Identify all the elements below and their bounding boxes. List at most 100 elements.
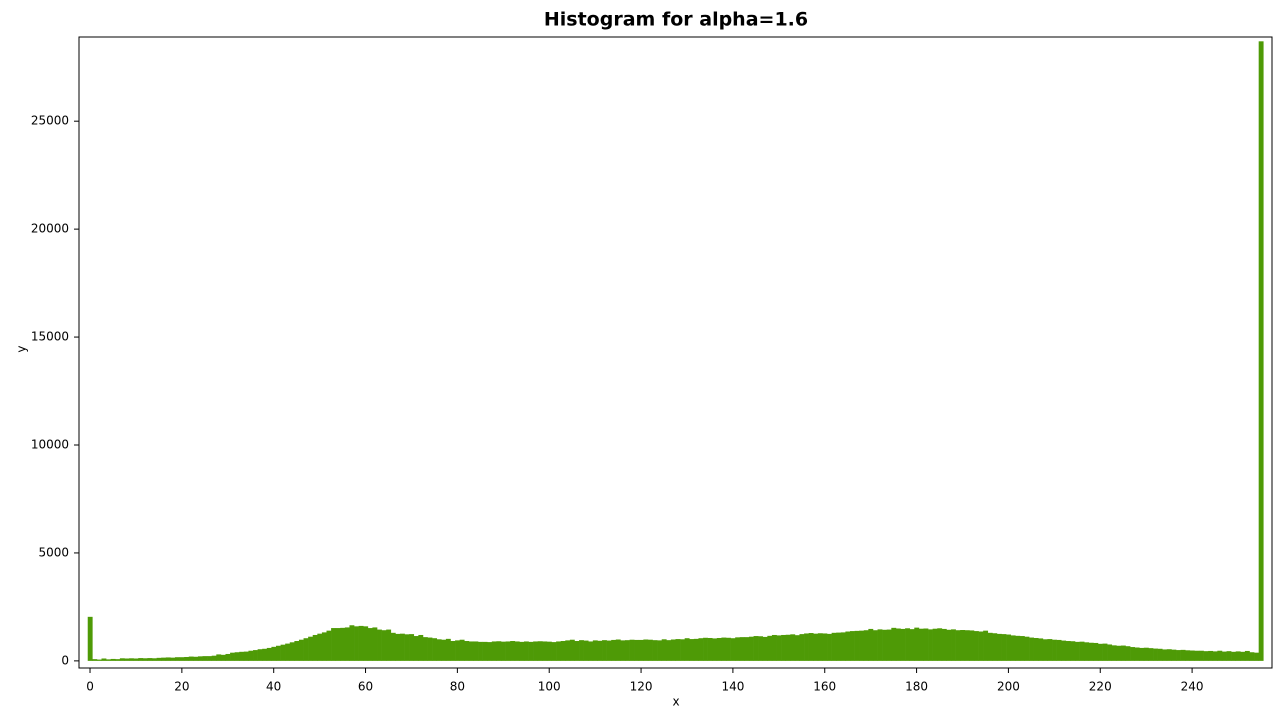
bar	[1097, 643, 1103, 661]
bar	[758, 636, 764, 661]
bar	[1231, 651, 1237, 661]
bar	[964, 630, 970, 661]
bar	[115, 659, 121, 661]
bar	[588, 641, 594, 661]
bar	[992, 633, 998, 661]
bar	[289, 642, 295, 661]
bar	[1033, 637, 1039, 661]
bar	[615, 639, 621, 661]
bar	[776, 635, 782, 661]
bar	[501, 641, 506, 661]
bar	[1116, 645, 1122, 661]
x-axis-label: x	[672, 695, 679, 709]
bar	[1198, 650, 1204, 661]
bar	[473, 641, 479, 661]
bar	[1254, 652, 1259, 661]
bar	[693, 638, 699, 661]
bar	[285, 643, 291, 661]
bar	[418, 634, 424, 661]
bar	[216, 654, 222, 661]
bar	[1258, 41, 1264, 661]
bar	[941, 628, 947, 661]
bar	[1244, 650, 1250, 661]
bar	[119, 658, 125, 661]
x-tick-label: 160	[813, 680, 836, 694]
bar	[670, 639, 676, 661]
bar	[739, 637, 745, 661]
bar	[928, 629, 933, 661]
bar	[266, 647, 272, 661]
bar	[666, 640, 672, 661]
bar	[781, 634, 787, 661]
bar	[767, 635, 773, 661]
bar	[808, 633, 814, 661]
bar	[147, 658, 153, 661]
bar	[657, 640, 663, 661]
x-tick-label: 140	[721, 680, 744, 694]
bar	[188, 656, 194, 661]
bar	[390, 632, 396, 661]
bar	[620, 640, 626, 661]
bar	[129, 658, 134, 661]
bar	[735, 637, 741, 661]
bar	[753, 636, 759, 661]
x-tick-label: 40	[266, 680, 281, 694]
bar	[744, 637, 750, 661]
bar	[1162, 649, 1168, 661]
bar	[395, 633, 401, 661]
bar	[762, 636, 768, 661]
x-tick-label: 60	[358, 680, 373, 694]
bar	[1061, 640, 1067, 661]
bar	[900, 628, 906, 661]
bar	[1075, 641, 1080, 661]
bar	[629, 639, 635, 661]
bar	[854, 630, 860, 661]
bar	[335, 628, 341, 661]
bar	[597, 640, 603, 661]
bar	[523, 641, 529, 661]
bar	[624, 640, 630, 661]
bar	[225, 653, 231, 661]
bar	[1052, 639, 1057, 661]
y-tick-label: 10000	[31, 438, 69, 452]
bar	[409, 634, 415, 661]
bar	[831, 632, 837, 661]
bar	[914, 627, 920, 661]
bar	[377, 629, 382, 661]
bar	[579, 640, 584, 661]
bar	[1093, 642, 1099, 661]
bar	[349, 625, 355, 661]
bar	[1235, 651, 1241, 661]
x-tick-label: 20	[174, 680, 189, 694]
bar	[1010, 635, 1016, 661]
bar	[312, 634, 318, 661]
bar	[946, 629, 952, 661]
bar	[331, 628, 336, 661]
bar	[592, 640, 598, 661]
bar	[152, 658, 157, 661]
bar	[234, 652, 240, 661]
bar	[491, 641, 497, 661]
y-tick-label: 15000	[31, 330, 69, 344]
bar	[845, 631, 851, 661]
bar	[404, 634, 410, 661]
bar	[689, 639, 695, 661]
bar	[661, 639, 667, 661]
bar	[427, 637, 433, 661]
bar	[955, 630, 961, 661]
bar	[1139, 647, 1145, 661]
bar	[1226, 651, 1232, 661]
bar	[1148, 648, 1154, 661]
bar	[1001, 634, 1007, 661]
bar	[918, 628, 924, 661]
x-tick-label: 200	[997, 680, 1020, 694]
bar	[478, 641, 483, 661]
bar	[973, 631, 979, 661]
bar	[257, 649, 263, 661]
x-tick-label: 180	[905, 680, 928, 694]
bar	[1065, 641, 1071, 661]
bar	[326, 630, 332, 661]
bar	[441, 639, 447, 661]
bar	[1208, 650, 1214, 661]
